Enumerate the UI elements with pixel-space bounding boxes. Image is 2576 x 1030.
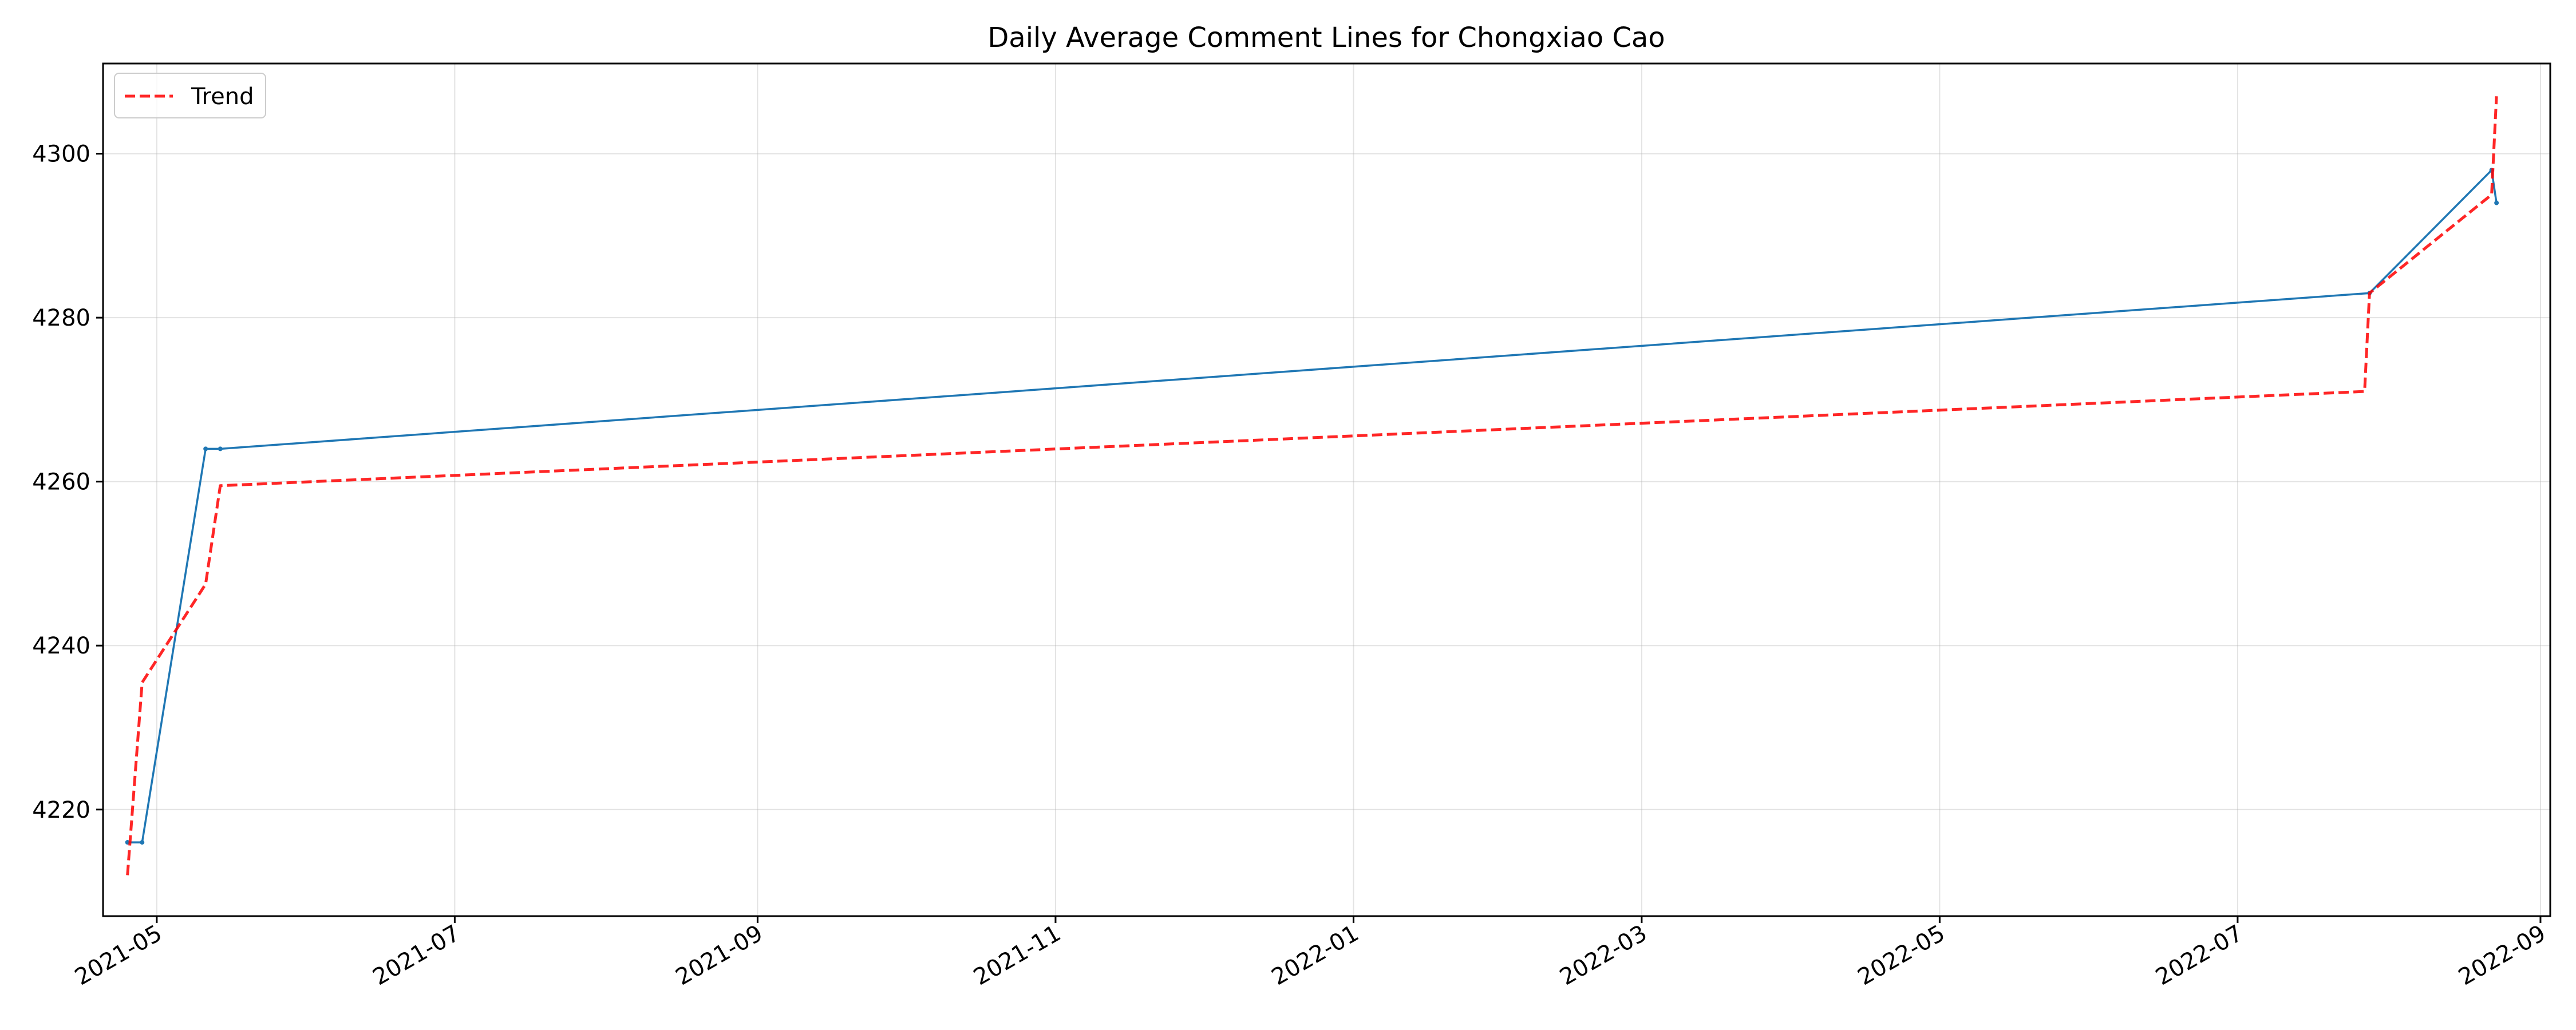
plot-frame bbox=[102, 62, 2551, 917]
legend: Trend bbox=[114, 73, 266, 118]
grid-layer bbox=[103, 64, 2550, 916]
data-point bbox=[218, 446, 223, 451]
y-tick-label: 4300 bbox=[32, 141, 90, 168]
y-tick-label: 4260 bbox=[32, 469, 90, 496]
data-point bbox=[2494, 200, 2499, 205]
data-point bbox=[140, 840, 145, 845]
series-layer bbox=[125, 96, 2499, 876]
y-tick-label: 4240 bbox=[32, 633, 90, 659]
data-point bbox=[203, 446, 208, 451]
y-tick-label: 4280 bbox=[32, 305, 90, 331]
y-tick-label: 4220 bbox=[32, 797, 90, 823]
trend-line bbox=[126, 96, 2498, 876]
chart-title: Daily Average Comment Lines for Chongxia… bbox=[987, 22, 1665, 54]
legend-label-trend: Trend bbox=[191, 84, 254, 110]
legend-box bbox=[114, 73, 266, 118]
